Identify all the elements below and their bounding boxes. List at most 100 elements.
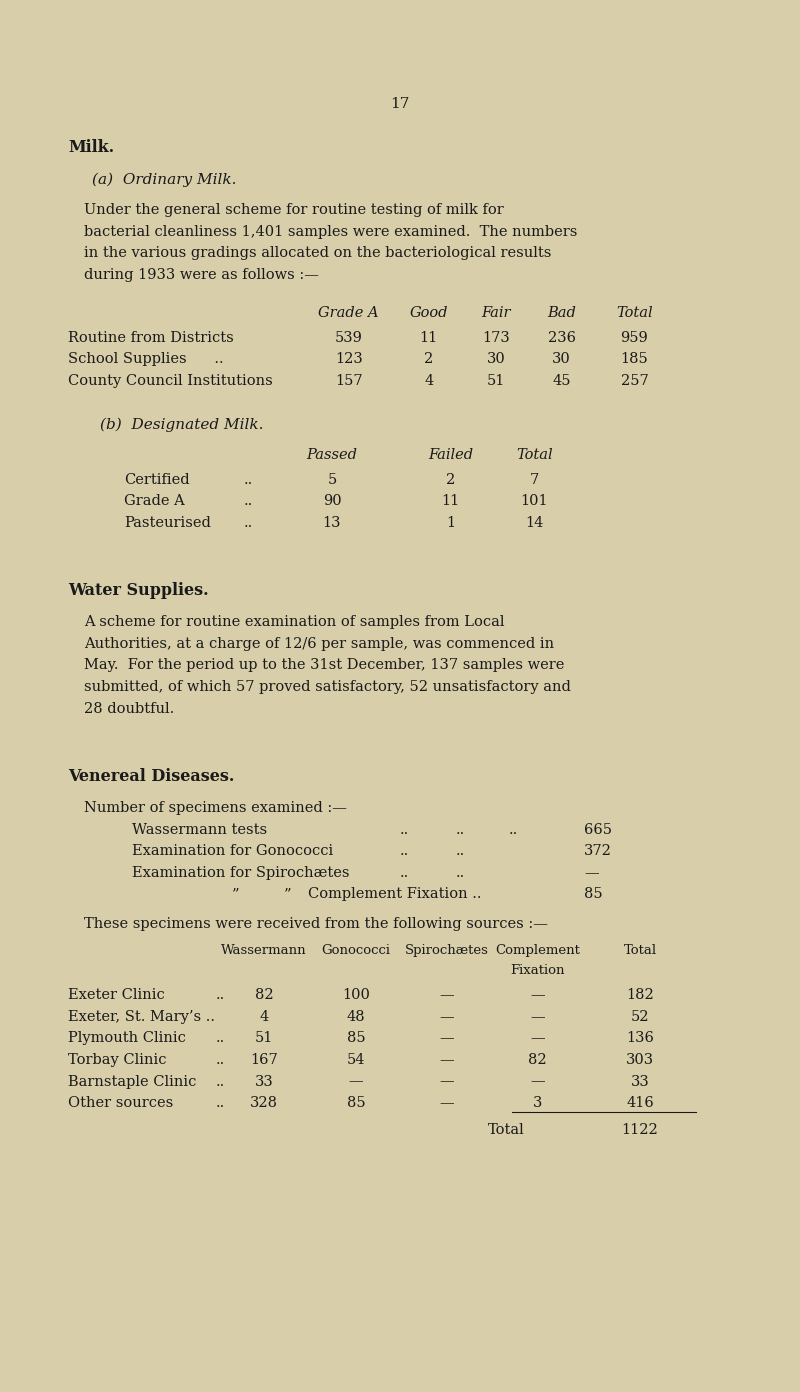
Text: in the various gradings allocated on the bacteriological results: in the various gradings allocated on the… [84,246,551,260]
Text: 101: 101 [521,494,548,508]
Text: 13: 13 [322,515,342,530]
Text: 85: 85 [346,1031,366,1045]
Text: ..: .. [216,1052,226,1068]
Text: —: — [530,1075,545,1089]
Text: —: — [439,1096,454,1111]
Text: 45: 45 [552,373,571,388]
Text: 51: 51 [487,373,505,388]
Text: 5: 5 [327,472,337,487]
Text: 185: 185 [621,352,648,366]
Text: ..: .. [456,844,466,859]
Text: Exeter, St. Mary’s ..: Exeter, St. Mary’s .. [68,1009,215,1025]
Text: Examination for Gonococci: Examination for Gonococci [132,844,334,859]
Text: 54: 54 [346,1052,366,1068]
Text: 1122: 1122 [622,1123,658,1137]
Text: Good: Good [410,306,448,320]
Text: ..: .. [400,844,410,859]
Text: ..: .. [216,988,226,1002]
Text: Barnstaple Clinic: Barnstaple Clinic [68,1075,196,1089]
Text: 303: 303 [626,1052,654,1068]
Text: Complement: Complement [495,944,580,958]
Text: 82: 82 [528,1052,547,1068]
Text: Torbay Clinic: Torbay Clinic [68,1052,166,1068]
Text: Other sources: Other sources [68,1096,174,1111]
Text: —: — [530,1009,545,1025]
Text: 372: 372 [584,844,612,859]
Text: Wassermann tests: Wassermann tests [132,823,267,837]
Text: 123: 123 [335,352,362,366]
Text: Total: Total [623,944,657,958]
Text: These specimens were received from the following sources :—: These specimens were received from the f… [84,917,548,931]
Text: 136: 136 [626,1031,654,1045]
Text: 85: 85 [584,887,602,902]
Text: 4: 4 [424,373,434,388]
Text: A scheme for routine examination of samples from Local: A scheme for routine examination of samp… [84,615,505,629]
Text: Routine from Districts: Routine from Districts [68,330,234,345]
Text: ..: .. [216,1031,226,1045]
Text: Exeter Clinic: Exeter Clinic [68,988,165,1002]
Text: ..: .. [244,515,254,530]
Text: 3: 3 [533,1096,542,1111]
Text: 85: 85 [346,1096,366,1111]
Text: Fixation: Fixation [510,963,565,977]
Text: Bad: Bad [547,306,576,320]
Text: —: — [584,866,598,880]
Text: 173: 173 [482,330,510,345]
Text: 665: 665 [584,823,612,837]
Text: 52: 52 [630,1009,650,1025]
Text: Passed: Passed [306,448,358,462]
Text: ”: ” [284,887,291,902]
Text: ..: .. [244,472,254,487]
Text: 2: 2 [424,352,434,366]
Text: ..: .. [400,823,410,837]
Text: 182: 182 [626,988,654,1002]
Text: 7: 7 [530,472,539,487]
Text: 236: 236 [547,330,575,345]
Text: submitted, of which 57 proved satisfactory, 52 unsatisfactory and: submitted, of which 57 proved satisfacto… [84,679,571,695]
Text: —: — [530,988,545,1002]
Text: County Council Institutions: County Council Institutions [68,373,273,388]
Text: 51: 51 [255,1031,273,1045]
Text: 30: 30 [486,352,506,366]
Text: Plymouth Clinic: Plymouth Clinic [68,1031,186,1045]
Text: 4: 4 [259,1009,269,1025]
Text: bacterial cleanliness 1,401 samples were examined.  The numbers: bacterial cleanliness 1,401 samples were… [84,224,578,239]
Text: Venereal Diseases.: Venereal Diseases. [68,767,234,785]
Text: Pasteurised: Pasteurised [124,515,211,530]
Text: 17: 17 [390,97,410,111]
Text: —: — [349,1075,363,1089]
Text: 416: 416 [626,1096,654,1111]
Text: 28 doubtful.: 28 doubtful. [84,702,174,715]
Text: May.  For the period up to the 31st December, 137 samples were: May. For the period up to the 31st Decem… [84,658,564,672]
Text: 90: 90 [322,494,342,508]
Text: Wassermann: Wassermann [221,944,307,958]
Text: 100: 100 [342,988,370,1002]
Text: —: — [439,1009,454,1025]
Text: 82: 82 [254,988,274,1002]
Text: Examination for Spirochætes: Examination for Spirochætes [132,866,350,880]
Text: (b)  Designated Milk.: (b) Designated Milk. [100,418,263,432]
Text: Failed: Failed [428,448,473,462]
Text: ..: .. [456,823,466,837]
Text: ..: .. [216,1075,226,1089]
Text: —: — [439,1031,454,1045]
Text: 48: 48 [346,1009,366,1025]
Text: Certified: Certified [124,472,190,487]
Text: ..: .. [509,823,518,837]
Text: ..: .. [400,866,410,880]
Text: —: — [439,1075,454,1089]
Text: —: — [439,988,454,1002]
Text: ..: .. [244,494,254,508]
Text: Complement Fixation ..: Complement Fixation .. [308,887,482,902]
Text: —: — [439,1052,454,1068]
Text: 257: 257 [621,373,648,388]
Text: (a)  Ordinary Milk.: (a) Ordinary Milk. [92,173,237,187]
Text: Authorities, at a charge of 12/6 per sample, was commenced in: Authorities, at a charge of 12/6 per sam… [84,636,554,651]
Text: Gonococci: Gonococci [322,944,390,958]
Text: ”: ” [232,887,239,902]
Text: School Supplies      ..: School Supplies .. [68,352,224,366]
Text: 1: 1 [446,515,455,530]
Text: 328: 328 [250,1096,278,1111]
Text: 30: 30 [552,352,571,366]
Text: ..: .. [456,866,466,880]
